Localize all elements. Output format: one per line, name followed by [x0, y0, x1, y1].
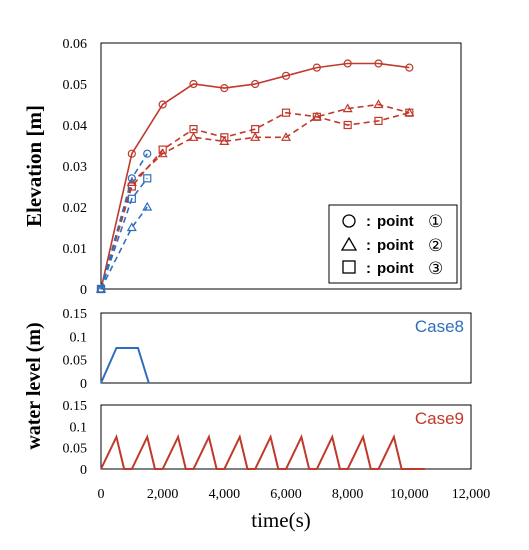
- square-point-marker: [312, 112, 321, 121]
- case9-series-line: [100, 434, 425, 470]
- circle-point-marker: [281, 71, 291, 80]
- x-tick-label: 10,000: [390, 487, 429, 502]
- legend-label: point: [377, 213, 414, 230]
- square-point-marker: [189, 124, 198, 134]
- legend-number: ③: [428, 259, 443, 279]
- square-point-marker: [374, 116, 383, 126]
- elevation-y-tick-label: 0.02: [63, 201, 88, 216]
- elevation-y-ticks: 0.06 0.05 0.04 0.03 0.02 0.01 0: [63, 37, 88, 298]
- circle-point-marker: [405, 63, 414, 72]
- case9-y-tick-label: 0.05: [63, 442, 88, 457]
- circle-point-marker: [312, 63, 321, 72]
- triangle-point-marker: [126, 222, 137, 232]
- elevation-series-line: [100, 153, 148, 290]
- elevation-y-tick-label: 0.01: [63, 242, 88, 257]
- x-tick-label: 8,000: [332, 487, 364, 502]
- square-point-marker: [251, 124, 260, 134]
- elevation-y-tick-label: 0.06: [63, 37, 88, 52]
- legend-number: ①: [428, 212, 443, 232]
- legend-label: point: [377, 237, 414, 254]
- x-tick-label: 2,000: [147, 487, 179, 502]
- x-tick-label: 12,000: [452, 487, 491, 502]
- case8-plot-frame: [100, 312, 472, 384]
- circle-point-marker: [143, 149, 152, 158]
- case8-y-tick-label: 0.05: [63, 354, 88, 369]
- circle-point-marker: [343, 59, 352, 68]
- legend-colon: :: [366, 213, 371, 230]
- elevation-series-line: [100, 62, 410, 290]
- legend-number: ②: [428, 236, 443, 256]
- legend-colon: :: [366, 260, 371, 277]
- legend-square-marker: [342, 260, 356, 274]
- triangle-point-marker: [250, 132, 261, 141]
- legend-triangle-marker: [340, 236, 358, 251]
- legend-entry-point-2: : point ②: [340, 236, 443, 256]
- case8-series-line: [100, 347, 150, 384]
- circle-point-marker: [158, 100, 167, 109]
- case9-series: [100, 434, 425, 470]
- triangle-point-marker: [126, 177, 137, 186]
- elevation-y-tick-label: 0: [80, 283, 87, 298]
- case8-water-level-plot: 0.15 0.1 0.05 0 Case8: [63, 307, 472, 392]
- case9-y-tick-label: 0.1: [70, 420, 88, 435]
- elevation-axis-label: Elevation [m]: [22, 105, 46, 227]
- square-point-marker: [143, 174, 152, 183]
- x-tick-label: 0: [98, 487, 105, 502]
- square-point-marker: [127, 182, 136, 191]
- circle-point-marker: [220, 83, 229, 93]
- legend-box: [328, 204, 458, 284]
- elevation-y-tick-label: 0.04: [63, 119, 88, 134]
- circle-point-marker: [374, 59, 383, 68]
- case8-y-ticks: 0.15 0.1 0.05 0: [63, 307, 88, 392]
- elevation-series-line: [100, 206, 148, 290]
- case8-y-tick-label: 0: [80, 377, 87, 392]
- square-point-marker: [343, 120, 352, 130]
- square-point-marker: [96, 284, 106, 294]
- elevation-y-tick-label: 0.03: [63, 160, 88, 175]
- legend: : point ① : point ② : point ③: [328, 204, 458, 284]
- x-ticks: 0 2,000 4,000 6,000 8,000 10,000 12,000: [98, 487, 491, 502]
- case9-water-level-plot: 0.15 0.1 0.05 0 Case9: [63, 399, 472, 478]
- triangle-point-marker: [342, 103, 353, 113]
- triangle-point-marker: [280, 132, 292, 141]
- elevation-plot: 0.06 0.05 0.04 0.03 0.02 0.01 0 Elevation [m]: [22, 37, 462, 298]
- case9-y-tick-label: 0: [80, 463, 87, 478]
- square-point-marker: [127, 194, 136, 203]
- legend-entry-point-3: : point ③: [342, 259, 443, 279]
- circle-point-marker: [127, 174, 136, 183]
- elevation-series-line: [100, 177, 148, 290]
- legend-label: point: [377, 260, 414, 277]
- square-point-marker: [158, 145, 167, 154]
- elevation-y-tick-label: 0.05: [63, 78, 88, 93]
- triangle-point-marker: [142, 201, 153, 211]
- case9-y-ticks: 0.15 0.1 0.05 0: [63, 399, 88, 478]
- case8-y-tick-label: 0.15: [63, 307, 88, 322]
- circle-point-marker: [127, 149, 136, 158]
- water-level-axis-label: water level (m): [23, 322, 45, 449]
- case8-series: [100, 347, 150, 384]
- elevation-plot-frame: [100, 42, 462, 290]
- square-point-marker: [281, 108, 291, 117]
- square-point-marker: [220, 133, 229, 142]
- elevation-series-line: [100, 103, 410, 290]
- x-tick-label: 4,000: [209, 487, 241, 502]
- case8-y-tick-label: 0.1: [70, 330, 88, 345]
- case9-y-tick-label: 0.15: [63, 399, 88, 414]
- legend-colon: :: [366, 237, 371, 254]
- legend-entry-point-1: : point ①: [342, 212, 443, 232]
- elevation-series: [95, 59, 415, 294]
- case8-label: Case8: [415, 317, 464, 336]
- triangle-point-marker: [373, 99, 384, 109]
- case9-label: Case9: [415, 409, 464, 428]
- elevation-series-line: [100, 111, 410, 290]
- circle-point-marker: [251, 79, 260, 89]
- x-tick-label: 6,000: [270, 487, 302, 502]
- triangle-point-marker: [188, 132, 199, 141]
- square-point-marker: [405, 108, 414, 117]
- x-axis-label: time(s): [251, 508, 310, 532]
- circle-point-marker: [189, 79, 198, 89]
- legend-circle-marker: [342, 214, 356, 228]
